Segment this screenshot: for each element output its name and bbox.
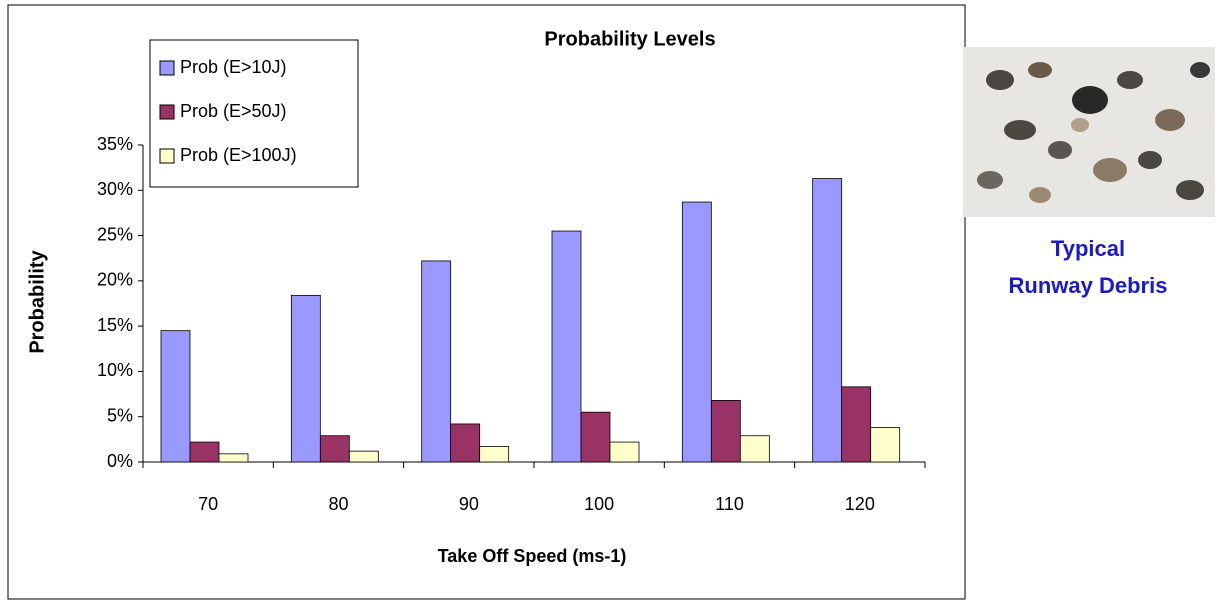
legend-box xyxy=(149,39,359,188)
bar xyxy=(681,201,712,463)
legend-swatch xyxy=(159,148,175,164)
bar xyxy=(710,400,741,463)
y-tick-label: 10% xyxy=(97,360,133,380)
bar xyxy=(739,435,770,463)
caption-line: Typical xyxy=(1051,236,1125,261)
x-tick-label: 70 xyxy=(198,494,218,514)
legend-swatch xyxy=(159,60,175,76)
x-tick-label: 100 xyxy=(584,494,614,514)
chart-title: Probability Levels xyxy=(544,28,715,50)
legend-label: Prob (E>10J) xyxy=(180,57,287,77)
x-tick-label: 90 xyxy=(459,494,479,514)
legend-label: Prob (E>50J) xyxy=(180,101,287,121)
y-tick-label: 0% xyxy=(107,451,133,471)
y-tick-label: 30% xyxy=(97,179,133,199)
bar xyxy=(812,178,843,463)
legend-label: Prob (E>100J) xyxy=(180,145,297,165)
bar xyxy=(580,411,611,463)
bar xyxy=(348,450,379,463)
bar xyxy=(421,260,452,463)
bar xyxy=(450,423,481,463)
y-tick-label: 35% xyxy=(97,134,133,154)
y-tick-label: 25% xyxy=(97,224,133,244)
bar xyxy=(319,435,350,463)
bar xyxy=(479,446,510,463)
x-tick-label: 80 xyxy=(328,494,348,514)
photo-stones xyxy=(977,62,1210,203)
bar xyxy=(551,230,582,463)
y-tick-label: 5% xyxy=(107,405,133,425)
y-axis-label: Probability xyxy=(26,249,48,353)
bar xyxy=(189,441,220,463)
y-tick-label: 20% xyxy=(97,270,133,290)
x-tick-label: 110 xyxy=(715,494,744,514)
x-tick-label: 120 xyxy=(845,494,875,514)
bar xyxy=(609,441,640,463)
debris-photo xyxy=(963,47,1215,217)
bar xyxy=(841,386,872,463)
caption-line: Runway Debris xyxy=(1009,273,1168,298)
y-tick-label: 15% xyxy=(97,315,133,335)
x-axis-label: Take Off Speed (ms-1) xyxy=(438,546,627,566)
legend-swatch xyxy=(159,104,175,120)
bar xyxy=(160,330,191,463)
bar xyxy=(218,453,249,463)
bar xyxy=(870,427,901,463)
bar xyxy=(290,294,321,463)
